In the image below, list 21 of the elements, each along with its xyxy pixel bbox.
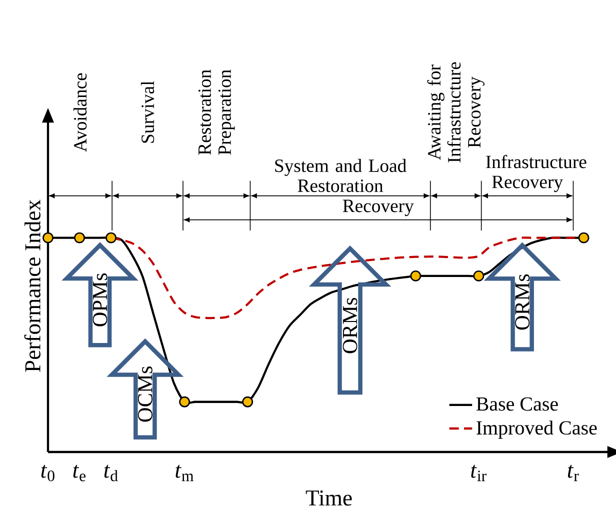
text: Survival (140, 81, 154, 143)
x-tick-label: t$_{r}$ (568, 464, 579, 482)
text: System and Load Restoration (275, 158, 406, 192)
x-tick-label: t$_{ir}$ (471, 464, 486, 482)
x-axis-title: Time (306, 490, 352, 506)
text: Infrastructure Recovery (486, 154, 586, 192)
legend-label: Base Case (476, 397, 558, 411)
x-tick-label: t$_{e}$ (73, 464, 86, 482)
legend-label: Improved Case (476, 420, 597, 439)
annotation: OPMs (92, 273, 108, 326)
y-axis-title: Performance Index (24, 200, 40, 372)
annotation: ORMs (342, 298, 358, 354)
x-tick-label: t$_{m}$ (176, 464, 194, 482)
text: Avoidance (73, 73, 87, 152)
text: Awaiting for Infrastructure Recovery (427, 62, 484, 162)
annotation: OCMs (138, 366, 152, 422)
text: Restoration Preparation (198, 70, 235, 155)
x-tick-label: t$_{d}$ (104, 464, 118, 482)
text: Recovery (342, 200, 414, 216)
x-tick-label: t$_{0}$ (41, 464, 54, 482)
annotation: ORMs (515, 274, 530, 330)
